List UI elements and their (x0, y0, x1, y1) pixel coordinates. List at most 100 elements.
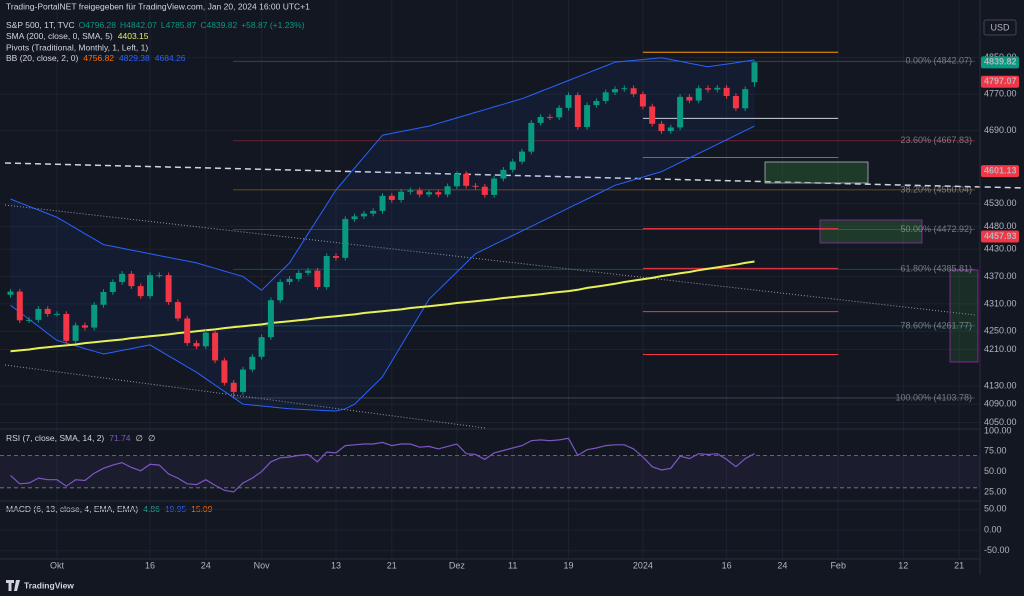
pivots-legend: Pivots (Traditional, Monthly, 1, Left, 1… (6, 42, 148, 52)
candle-body (612, 89, 618, 93)
candle-body (667, 127, 674, 132)
price-tag-label: 4839.82 (984, 57, 1017, 67)
candle-body (416, 190, 423, 195)
y-tick-label: 4690.00 (984, 125, 1017, 135)
macd-tick-label: 50.00 (984, 504, 1007, 514)
candle-body (472, 185, 479, 187)
y-tick-label: 4370.00 (984, 271, 1017, 281)
legend-name: SMA (200, close, 0, SMA, 5) (6, 31, 113, 41)
symbol-legend: S&P 500, 1T, TVC O4796.28 H4842.07 L4785.87… (6, 20, 305, 30)
symbol: S&P 500, 1T, TVC (6, 20, 75, 30)
fib-label: 0.00% (4842.07) (905, 56, 972, 66)
ohlc: H4842.07 (120, 20, 157, 30)
candle-body (528, 122, 535, 152)
fib-label: 100.00% (4103.78) (895, 392, 972, 402)
candle-body (370, 210, 377, 214)
rsi-tick-label: 50.00 (984, 466, 1007, 476)
rsi-tick-label: 75.00 (984, 446, 1007, 456)
x-tick-label: 19 (563, 560, 573, 570)
zone-box (764, 161, 869, 184)
candle-body (72, 325, 79, 341)
ohlc: C4839.82 (200, 20, 237, 30)
candle-body (174, 302, 181, 319)
price-tag-label: 4457.93 (984, 231, 1017, 241)
x-tick-label: Nov (254, 560, 271, 570)
bb-fill (10, 57, 755, 412)
fib-label: 38.20% (4560.04) (900, 184, 972, 194)
candle-body (742, 89, 749, 109)
candle-body (519, 151, 525, 162)
candle-body (360, 213, 367, 217)
bb-line (10, 125, 755, 412)
candle-body (491, 178, 498, 195)
candle-body (453, 173, 460, 187)
candle-body (314, 270, 321, 288)
candle-body (639, 94, 646, 107)
y-tick-label: 4250.00 (984, 326, 1017, 336)
x-tick-label: 24 (777, 560, 787, 570)
candle-body (388, 195, 395, 200)
candle-body (751, 62, 758, 83)
candle-body (119, 273, 126, 283)
plot (4, 51, 1024, 429)
x-tick-label: 11 (508, 560, 517, 570)
candle-body (221, 360, 228, 383)
candle-body (16, 291, 23, 321)
candle-body (686, 96, 693, 101)
candle-body (286, 278, 293, 283)
x-tick-label: 16 (722, 560, 732, 570)
candle-body (463, 173, 470, 186)
candle-body (602, 92, 609, 101)
candle-body (677, 96, 684, 128)
candle-body (212, 332, 219, 361)
brand-logo (6, 580, 20, 591)
candle-body (584, 105, 591, 127)
y-tick-label: 4430.00 (984, 244, 1017, 254)
candle-body (714, 87, 721, 90)
x-tick-label: 13 (331, 560, 341, 570)
candle-body (500, 169, 507, 179)
candle-body (305, 270, 312, 273)
candle-body (658, 123, 665, 132)
currency-label[interactable]: USD (990, 22, 1010, 32)
candle-body (407, 190, 414, 192)
zone-box (819, 219, 923, 244)
currency-button[interactable] (983, 19, 1017, 36)
legend-value: 4756.82 (83, 53, 114, 63)
candle-body (7, 291, 14, 295)
ohlc: +58.87 (+1.23%) (241, 20, 304, 30)
candle-body (621, 88, 628, 90)
x-tick-label: 21 (954, 560, 964, 570)
candle-body (147, 275, 153, 297)
rsi-legend: RSI (7, close, SMA, 14, 2) 71.74 ∅ ∅ (6, 433, 156, 443)
candle-body (565, 95, 572, 108)
y-tick-label: 4090.00 (984, 399, 1017, 409)
candle-body (705, 88, 711, 90)
x-tick-label: 2024 (633, 560, 653, 570)
candle-body (91, 304, 98, 328)
legend-value: 4829.38 (119, 53, 150, 63)
x-tick-label: Okt (50, 560, 65, 570)
candle-body (193, 343, 200, 347)
fib-label: 50.00% (4472.92) (900, 224, 972, 234)
candle-body (723, 87, 730, 96)
source-text: Trading-PortalNET freigegeben für Tradin… (6, 1, 310, 11)
candle-body (137, 286, 144, 297)
legend-value: ∅ (136, 433, 144, 443)
candle-body (249, 356, 256, 370)
legend-name: RSI (7, close, SMA, 14, 2) (6, 433, 104, 443)
candle-body (649, 106, 656, 124)
candle-body (54, 313, 60, 315)
candle-body (165, 275, 172, 303)
candle-body (556, 107, 563, 118)
y-tick-label: 4050.00 (984, 417, 1017, 427)
trend-line (4, 204, 976, 316)
x-tick-label: 24 (201, 560, 211, 570)
candle-body (537, 116, 544, 123)
price-tag (981, 230, 1019, 243)
fib-label: 23.60% (4667.83) (900, 135, 972, 145)
legend-value: 4684.26 (155, 53, 186, 63)
zone-box (949, 269, 979, 363)
candle-body (444, 186, 451, 195)
